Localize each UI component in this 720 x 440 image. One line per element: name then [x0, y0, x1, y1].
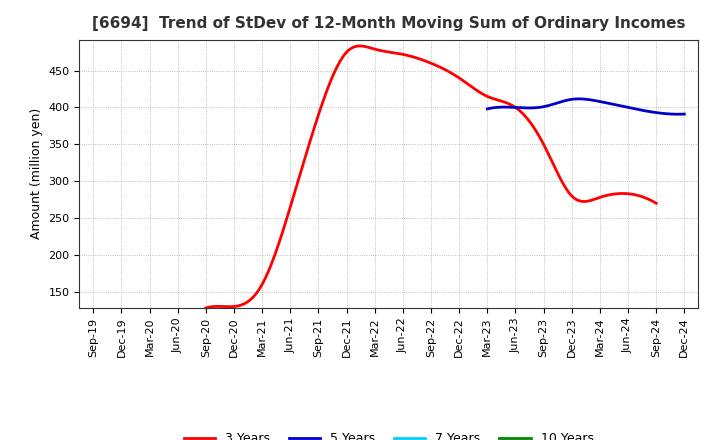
5 Years: [649, 110, 658, 115]
3 Years: [611, 191, 620, 197]
3 Years: [469, 86, 478, 91]
Title: [6694]  Trend of StDev of 12-Month Moving Sum of Ordinary Incomes: [6694] Trend of StDev of 12-Month Moving…: [92, 16, 685, 32]
5 Years: [604, 101, 613, 106]
5 Years: [680, 111, 688, 117]
5 Years: [601, 100, 610, 105]
5 Years: [483, 106, 492, 112]
3 Years: [479, 92, 487, 97]
5 Years: [600, 100, 609, 105]
Line: 5 Years: 5 Years: [487, 99, 684, 114]
Line: 3 Years: 3 Years: [206, 46, 656, 308]
5 Years: [674, 112, 683, 117]
Y-axis label: Amount (million yen): Amount (million yen): [30, 108, 42, 239]
3 Years: [355, 43, 364, 48]
5 Years: [662, 111, 671, 116]
3 Years: [202, 305, 210, 311]
3 Years: [652, 201, 660, 206]
Legend: 3 Years, 5 Years, 7 Years, 10 Years: 3 Years, 5 Years, 7 Years, 10 Years: [179, 427, 598, 440]
5 Years: [575, 96, 583, 102]
5 Years: [484, 106, 492, 111]
3 Years: [582, 198, 591, 204]
3 Years: [203, 305, 212, 310]
3 Years: [471, 87, 480, 92]
